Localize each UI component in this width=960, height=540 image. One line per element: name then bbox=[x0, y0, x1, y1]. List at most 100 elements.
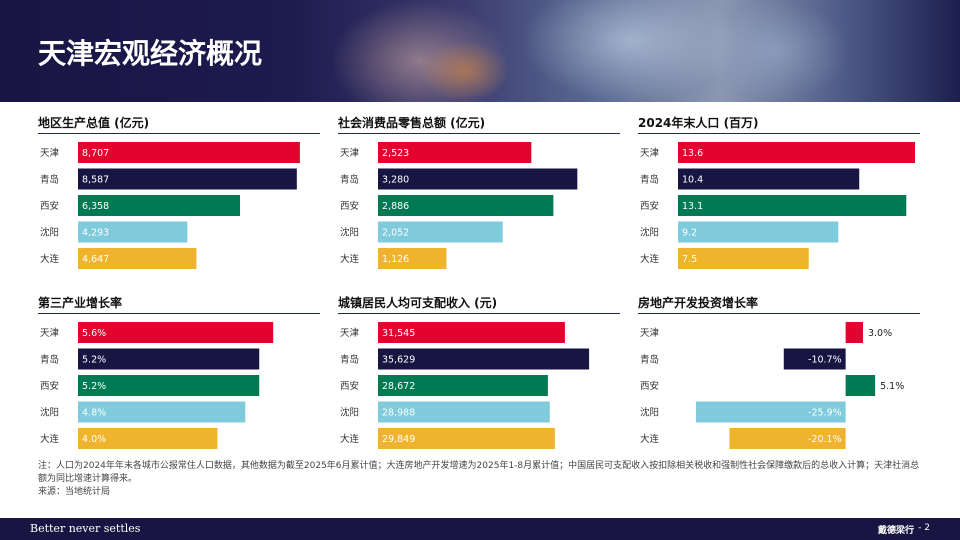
data-label: 13.1 bbox=[682, 201, 703, 212]
category-label: 青岛 bbox=[640, 174, 659, 186]
footnote-text: 注：人口为2024年年末各城市公报常住人口数据，其他数据为截至2025年6月累计… bbox=[38, 461, 920, 484]
category-label: 西安 bbox=[640, 200, 659, 212]
chart-plot: 天津 5.6% 青岛 5.2% 西安 5.2% 沈阳 4.8% 大连 4.0% bbox=[40, 322, 274, 449]
bar bbox=[378, 142, 532, 163]
page-number: - 2 bbox=[918, 523, 930, 533]
bar bbox=[78, 322, 274, 343]
data-label: 4.8% bbox=[82, 408, 106, 419]
chart-title: 城镇居民人均可支配收入 (元) bbox=[338, 296, 498, 310]
bar bbox=[78, 221, 188, 243]
data-label: 28,672 bbox=[382, 381, 415, 392]
category-label: 大连 bbox=[40, 253, 60, 265]
chart-population: 2024年末人口 (百万) 天津 13.6 青岛 10.4 西安 13.1 沈阳 9.2 大连 7.… bbox=[638, 114, 920, 274]
chart-title-rule bbox=[638, 133, 920, 134]
category-label: 西安 bbox=[40, 380, 59, 392]
chart-plot: 天津 13.6 青岛 10.4 西安 13.1 沈阳 9.2 大连 7.5 bbox=[640, 142, 915, 269]
chart-title-rule bbox=[338, 133, 620, 134]
bar bbox=[78, 195, 241, 216]
category-label: 沈阳 bbox=[40, 227, 59, 239]
chart-title: 第三产业增长率 bbox=[38, 296, 123, 310]
category-label: 天津 bbox=[640, 328, 660, 339]
data-label: 5.1% bbox=[880, 381, 904, 392]
category-label: 沈阳 bbox=[640, 227, 659, 239]
data-label: 4,647 bbox=[82, 254, 109, 265]
data-label: 2,052 bbox=[382, 228, 409, 239]
data-label: 8,707 bbox=[82, 148, 109, 159]
category-label: 沈阳 bbox=[340, 227, 359, 239]
bar bbox=[78, 248, 197, 269]
bar bbox=[845, 375, 876, 396]
data-label: -20.1% bbox=[808, 434, 842, 445]
chart-title-rule bbox=[338, 313, 620, 314]
source-text: 来源：当地统计局 bbox=[38, 487, 111, 497]
header-banner: 天津宏观经济概况 bbox=[0, 0, 960, 102]
bar bbox=[678, 221, 839, 243]
category-label: 大连 bbox=[340, 253, 360, 265]
data-label: 3.0% bbox=[868, 328, 892, 339]
footer-tagline: Better never settles bbox=[30, 522, 141, 535]
chart-plot: 天津 3.0% 青岛 -10.7% 西安 5.1% 沈阳 -25.9% 大连 -20.1% bbox=[640, 322, 904, 449]
category-label: 青岛 bbox=[40, 174, 59, 186]
bar bbox=[78, 142, 300, 163]
bar bbox=[378, 195, 554, 216]
bar bbox=[78, 401, 246, 423]
data-label: 4,293 bbox=[82, 228, 109, 239]
bar bbox=[378, 401, 550, 423]
category-label: 青岛 bbox=[340, 174, 359, 186]
bar bbox=[845, 322, 863, 343]
data-label: 9.2 bbox=[682, 228, 697, 239]
bar bbox=[378, 168, 578, 190]
bar bbox=[78, 428, 218, 449]
data-label: 7.5 bbox=[682, 254, 697, 265]
data-label: 8,587 bbox=[82, 175, 109, 186]
chart-plot: 天津 31,545 青岛 35,629 西安 28,672 沈阳 28,988 大连 29,849 bbox=[340, 322, 590, 449]
chart-title-rule bbox=[638, 313, 920, 314]
chart-retail-sales: 社会消费品零售总额 (亿元) 天津 2,523 青岛 3,280 西安 2,886 沈阳 2,0… bbox=[338, 114, 620, 274]
data-label: 10.4 bbox=[682, 175, 703, 186]
bar bbox=[729, 428, 846, 449]
data-label: 5.6% bbox=[82, 328, 106, 339]
data-label: 4.0% bbox=[82, 434, 106, 445]
data-label: 1,126 bbox=[382, 254, 409, 265]
chart-title: 房地产开发投资增长率 bbox=[638, 296, 759, 310]
category-label: 天津 bbox=[340, 328, 360, 339]
bar bbox=[678, 248, 809, 269]
data-label: 13.6 bbox=[682, 148, 703, 159]
category-label: 沈阳 bbox=[40, 407, 59, 419]
footer-brand: 戴德梁行 bbox=[877, 526, 914, 536]
chart-gdp: 地区生产总值 (亿元) 天津 8,707 青岛 8,587 西安 6,358 沈阳 4,293 大… bbox=[38, 114, 320, 274]
bar bbox=[78, 375, 260, 396]
data-label: 2,523 bbox=[382, 148, 409, 159]
data-label: 5.2% bbox=[82, 355, 106, 366]
data-label: -10.7% bbox=[808, 355, 842, 366]
category-label: 天津 bbox=[40, 328, 60, 339]
header-photo-blur bbox=[700, 0, 850, 102]
footer-bar: Better never settles 戴德梁行 - 2 bbox=[0, 518, 960, 540]
bar bbox=[378, 322, 565, 343]
footnotes: 注：人口为2024年年末各城市公报常住人口数据，其他数据为截至2025年6月累计… bbox=[38, 460, 928, 499]
chart-title: 社会消费品零售总额 (亿元) bbox=[338, 116, 486, 130]
bar bbox=[378, 348, 590, 370]
category-label: 沈阳 bbox=[640, 407, 659, 419]
category-label: 大连 bbox=[340, 433, 360, 445]
category-label: 西安 bbox=[640, 380, 659, 392]
bar bbox=[78, 348, 260, 370]
chart-title-rule bbox=[38, 313, 320, 314]
data-label: 2,886 bbox=[382, 201, 409, 212]
chart-title-rule bbox=[38, 133, 320, 134]
category-label: 天津 bbox=[340, 148, 360, 159]
category-label: 青岛 bbox=[40, 354, 59, 366]
bar bbox=[783, 348, 846, 370]
category-label: 青岛 bbox=[640, 354, 659, 366]
data-label: 31,545 bbox=[382, 328, 415, 339]
chart-real-estate-investment: 房地产开发投资增长率 天津 3.0% 青岛 -10.7% 西安 5.1% 沈阳 -25.9% 大连… bbox=[638, 294, 920, 454]
category-label: 天津 bbox=[640, 148, 660, 159]
bar bbox=[378, 428, 555, 449]
data-label: 28,988 bbox=[382, 408, 415, 419]
bar bbox=[378, 375, 548, 396]
data-label: 5.2% bbox=[82, 381, 106, 392]
bar bbox=[378, 221, 503, 243]
bar bbox=[78, 168, 297, 190]
header-photo-blur bbox=[420, 40, 510, 102]
category-label: 沈阳 bbox=[340, 407, 359, 419]
